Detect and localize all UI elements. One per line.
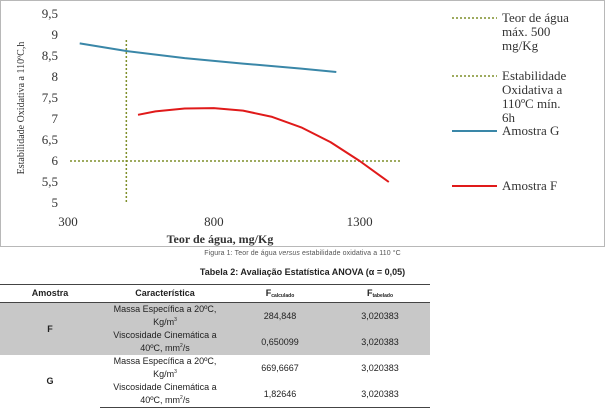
chart-legend: Teor de água máx. 500 mg/Kg Estabilidade… — [452, 10, 569, 193]
legend-g-label: Amostra G — [502, 123, 559, 138]
carac-line2: 40ºC, mm — [140, 395, 180, 405]
header-f-calculado: Fcalculado — [230, 284, 330, 303]
y-tick-label: 9 — [52, 27, 59, 42]
chart-svg: 5 5,5 6 6,5 7 7,5 8 8,5 9 9,5 300 800 1300 Teor de ág… — [0, 0, 605, 247]
caracteristica-cell: Viscosidade Cinemática a 40ºC, mm2/s — [100, 329, 230, 355]
carac-sup: 2 — [180, 395, 183, 401]
y-tick-label: 5 — [52, 195, 59, 210]
legend-estab-line1: Estabilidade — [502, 68, 566, 83]
y-tick-label: 8,5 — [42, 48, 58, 63]
header-f-tab-main: F — [366, 288, 373, 298]
figure-caption: Figura 1: Teor de água versus estabilida… — [0, 250, 605, 257]
f-tabelado-cell: 3,020383 — [361, 363, 399, 373]
figure-chart: 5 5,5 6 6,5 7 7,5 8 8,5 9 9,5 300 800 1300 Teor de ág… — [0, 0, 605, 247]
amostra-cell: F — [0, 302, 100, 355]
f-tabelado-cell: 3,020383 — [330, 329, 430, 355]
header-f-calc-main: F — [265, 288, 272, 298]
carac-tail: /s — [182, 395, 190, 405]
f-tabelado-cell: 3,020383 — [330, 302, 430, 329]
caracteristica-cell: Viscosidade Cinemática a 40ºC, mm2/s — [100, 381, 230, 408]
legend-teor-line2: máx. 500 — [502, 24, 550, 39]
series-line-amostra-f — [137, 107, 390, 183]
header-f-tab-sub: tabelado — [372, 293, 394, 299]
x-axis-title: Teor de água, mg/Kg — [167, 232, 274, 246]
caracteristica-cell: Massa Específica a 20ºC, Kg/m3 — [100, 302, 230, 329]
table-row: Viscosidade Cinemática a 40ºC, mm2/s 1,82… — [0, 381, 430, 408]
legend-teor-line3: mg/Kg — [502, 38, 539, 53]
chart-border — [0, 0, 605, 247]
y-tick-label: 9,5 — [42, 6, 58, 21]
table-title: Tabela 2: Avaliação Estatística ANOVA (α… — [199, 267, 406, 277]
amostra-cell: G — [46, 376, 54, 387]
f-tabelado-cell: 3,020383 — [330, 381, 430, 408]
y-axis-title: Estabilidade Oxidativa a 110ºC,h — [16, 42, 27, 175]
legend-estab-line2: Oxidativa a — [502, 82, 563, 97]
header-f-calc-sub: calculado — [271, 293, 295, 299]
carac-sup: 3 — [174, 317, 177, 323]
anova-table: Amostra Característica Fcalculado Ftabel… — [0, 284, 430, 408]
carac-sup: 3 — [174, 369, 177, 375]
f-calculado-cell: 284,848 — [230, 302, 330, 329]
table-row: F Massa Específica a 20ºC, Kg/m3 284,848 … — [0, 302, 430, 355]
carac-line1: Viscosidade Cinemática a — [113, 330, 217, 340]
f-calculado-cell: 669,6667 — [261, 363, 299, 373]
header-caracteristica: Característica — [100, 284, 230, 303]
legend-teor-line1: Teor de água — [502, 10, 569, 25]
x-tick-label: 1300 — [347, 214, 373, 229]
carac-line1: Massa Específica a 20ºC, — [113, 304, 217, 314]
y-tick-label: 6 — [52, 153, 59, 168]
legend-estab-line3: 110ºC mín. — [502, 96, 560, 111]
carac-line2: 40ºC, mm — [140, 343, 180, 353]
caption-italic: versus — [278, 250, 300, 257]
carac-line1: Massa Específica a 20ºC, — [113, 356, 217, 366]
legend-f-label: Amostra F — [502, 178, 557, 193]
caption-prefix: Figura 1: Teor de água — [204, 250, 279, 257]
x-tick-label: 800 — [204, 214, 224, 229]
y-tick-label: 5,5 — [42, 174, 58, 189]
y-tick-label: 8 — [52, 69, 59, 84]
legend-estab-line4: 6h — [502, 110, 516, 125]
carac-line1: Viscosidade Cinemática a — [113, 382, 217, 392]
y-tick-label: 7,5 — [42, 90, 58, 105]
table-header-row: Amostra Característica Fcalculado Ftabel… — [0, 284, 430, 303]
f-calculado-cell: 0,650099 — [230, 329, 330, 355]
caracteristica-cell: Massa Específica a 20ºC, Kg/m3 — [100, 355, 230, 381]
y-tick-label: 7 — [52, 111, 59, 126]
table-row: Viscosidade Cinemática a 40ºC, mm2/s 0,65… — [0, 329, 430, 355]
carac-tail: /s — [182, 343, 190, 353]
table-row: G Massa Específica a 20ºC, Kg/m3 669,6667… — [0, 355, 430, 386]
series-line-amostra-g — [79, 42, 337, 73]
f-calculado-cell: 1,82646 — [230, 381, 330, 408]
carac-sup: 2 — [180, 343, 183, 349]
x-tick-label: 300 — [58, 214, 78, 229]
y-tick-label: 6,5 — [42, 132, 58, 147]
header-amostra: Amostra — [0, 284, 100, 303]
carac-line2: Kg/m — [153, 369, 175, 379]
caption-suffix: estabilidade oxidativa a 110 °C — [299, 250, 401, 257]
carac-line2: Kg/m — [153, 317, 175, 327]
header-f-tabelado: Ftabelado — [330, 284, 430, 303]
